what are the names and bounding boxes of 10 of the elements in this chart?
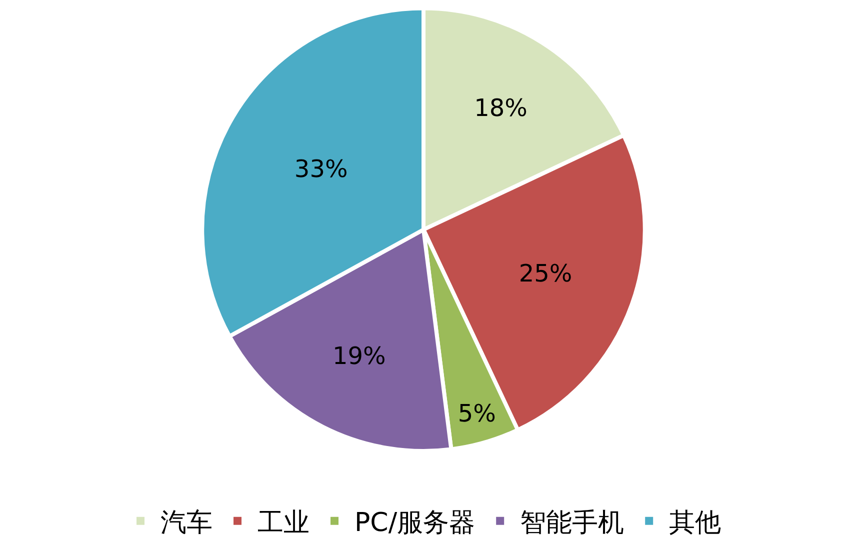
data-label: 5% <box>458 399 496 428</box>
data-label: 18% <box>474 94 528 122</box>
legend-label: PC/服务器 <box>354 508 476 538</box>
legend-label: 其他 <box>669 508 722 538</box>
legend-label: 汽车 <box>160 508 212 538</box>
data-label: 33% <box>294 155 348 184</box>
data-label: 25% <box>518 260 572 288</box>
legend-label: 工业 <box>258 508 310 538</box>
data-label: 19% <box>332 342 386 370</box>
legend-label: 智能手机 <box>520 508 624 538</box>
